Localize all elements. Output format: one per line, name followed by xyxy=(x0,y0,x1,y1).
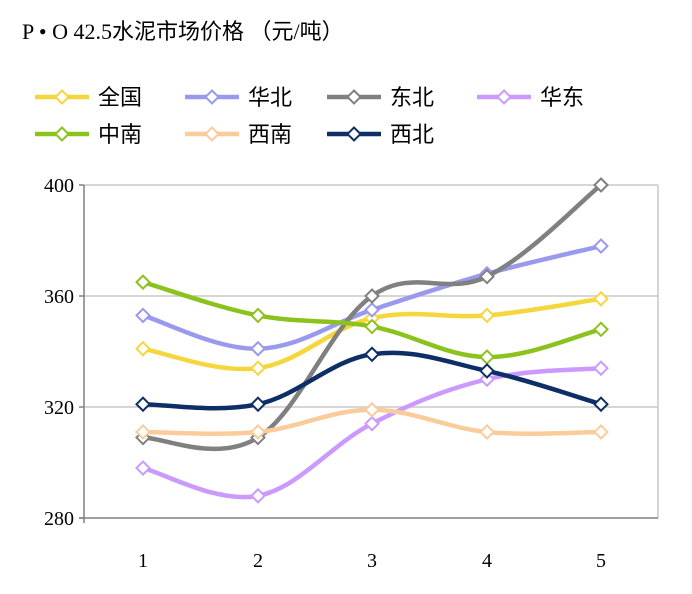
data-point xyxy=(479,268,495,285)
data-point xyxy=(250,487,266,504)
legend-item: 中南 xyxy=(35,123,142,148)
data-point xyxy=(135,396,151,413)
x-tick-label: 3 xyxy=(367,550,377,572)
legend-label: 西北 xyxy=(390,123,434,148)
legend-label: 华北 xyxy=(248,86,292,111)
data-point xyxy=(364,401,380,418)
data-point xyxy=(250,424,266,440)
data-point xyxy=(364,301,380,318)
data-point xyxy=(135,340,151,357)
y-tick-label: 400 xyxy=(44,175,74,197)
legend-label: 西南 xyxy=(248,123,292,148)
data-point xyxy=(479,371,495,388)
legend-item: 东北 xyxy=(327,86,434,111)
series-6 xyxy=(135,401,609,440)
data-point xyxy=(479,307,495,324)
legend-label: 中南 xyxy=(98,123,142,148)
x-tick-label: 5 xyxy=(596,550,606,572)
data-point xyxy=(135,460,151,476)
data-point xyxy=(135,307,151,324)
series-1 xyxy=(135,290,609,377)
x-tick-label: 4 xyxy=(482,550,492,572)
data-point xyxy=(364,318,380,335)
data-point xyxy=(364,288,380,304)
x-tick-label: 2 xyxy=(253,550,263,572)
legend-label: 全国 xyxy=(98,86,142,111)
legend-item: 全国 xyxy=(35,86,142,111)
data-point xyxy=(593,424,609,440)
data-point xyxy=(479,363,495,379)
tick-labels: 280 320 360 400 1 2 3 4 5 xyxy=(44,175,606,572)
data-point xyxy=(593,177,609,193)
data-point xyxy=(250,307,266,324)
legend-marker xyxy=(204,126,220,142)
legend-marker xyxy=(496,89,512,105)
legend-item: 华北 xyxy=(185,86,292,111)
legend-marker xyxy=(204,89,220,105)
data-point xyxy=(479,349,495,365)
legend-marker xyxy=(54,89,70,105)
data-point xyxy=(135,274,151,291)
series-7 xyxy=(135,346,609,413)
data-point xyxy=(250,340,266,357)
data-point xyxy=(364,346,380,363)
legend-label: 华东 xyxy=(540,86,584,111)
y-tick-label: 360 xyxy=(44,286,74,308)
data-point xyxy=(593,321,609,338)
data-point xyxy=(479,424,495,440)
axes xyxy=(79,184,658,523)
x-tick-label: 1 xyxy=(138,550,148,572)
legend-marker xyxy=(346,126,362,142)
series-lines xyxy=(135,177,609,504)
legend-marker xyxy=(54,126,70,142)
y-tick-label: 280 xyxy=(44,508,74,530)
data-point xyxy=(250,360,266,377)
data-point xyxy=(593,290,609,307)
data-point xyxy=(593,238,609,254)
data-point xyxy=(250,396,266,413)
data-point xyxy=(593,396,609,413)
y-tick-label: 320 xyxy=(44,397,74,419)
legend-item: 西北 xyxy=(327,123,434,148)
series-5 xyxy=(135,274,609,365)
legend-marker xyxy=(346,89,362,105)
legend-label: 东北 xyxy=(390,86,434,111)
data-point xyxy=(364,415,380,432)
legend-item: 西南 xyxy=(185,123,292,148)
data-point xyxy=(593,360,609,377)
data-point xyxy=(135,424,151,440)
series-4 xyxy=(135,360,609,504)
legend-item: 华东 xyxy=(477,86,584,111)
chart-title: P • O 42.5水泥市场价格 （元/吨） xyxy=(22,19,344,44)
